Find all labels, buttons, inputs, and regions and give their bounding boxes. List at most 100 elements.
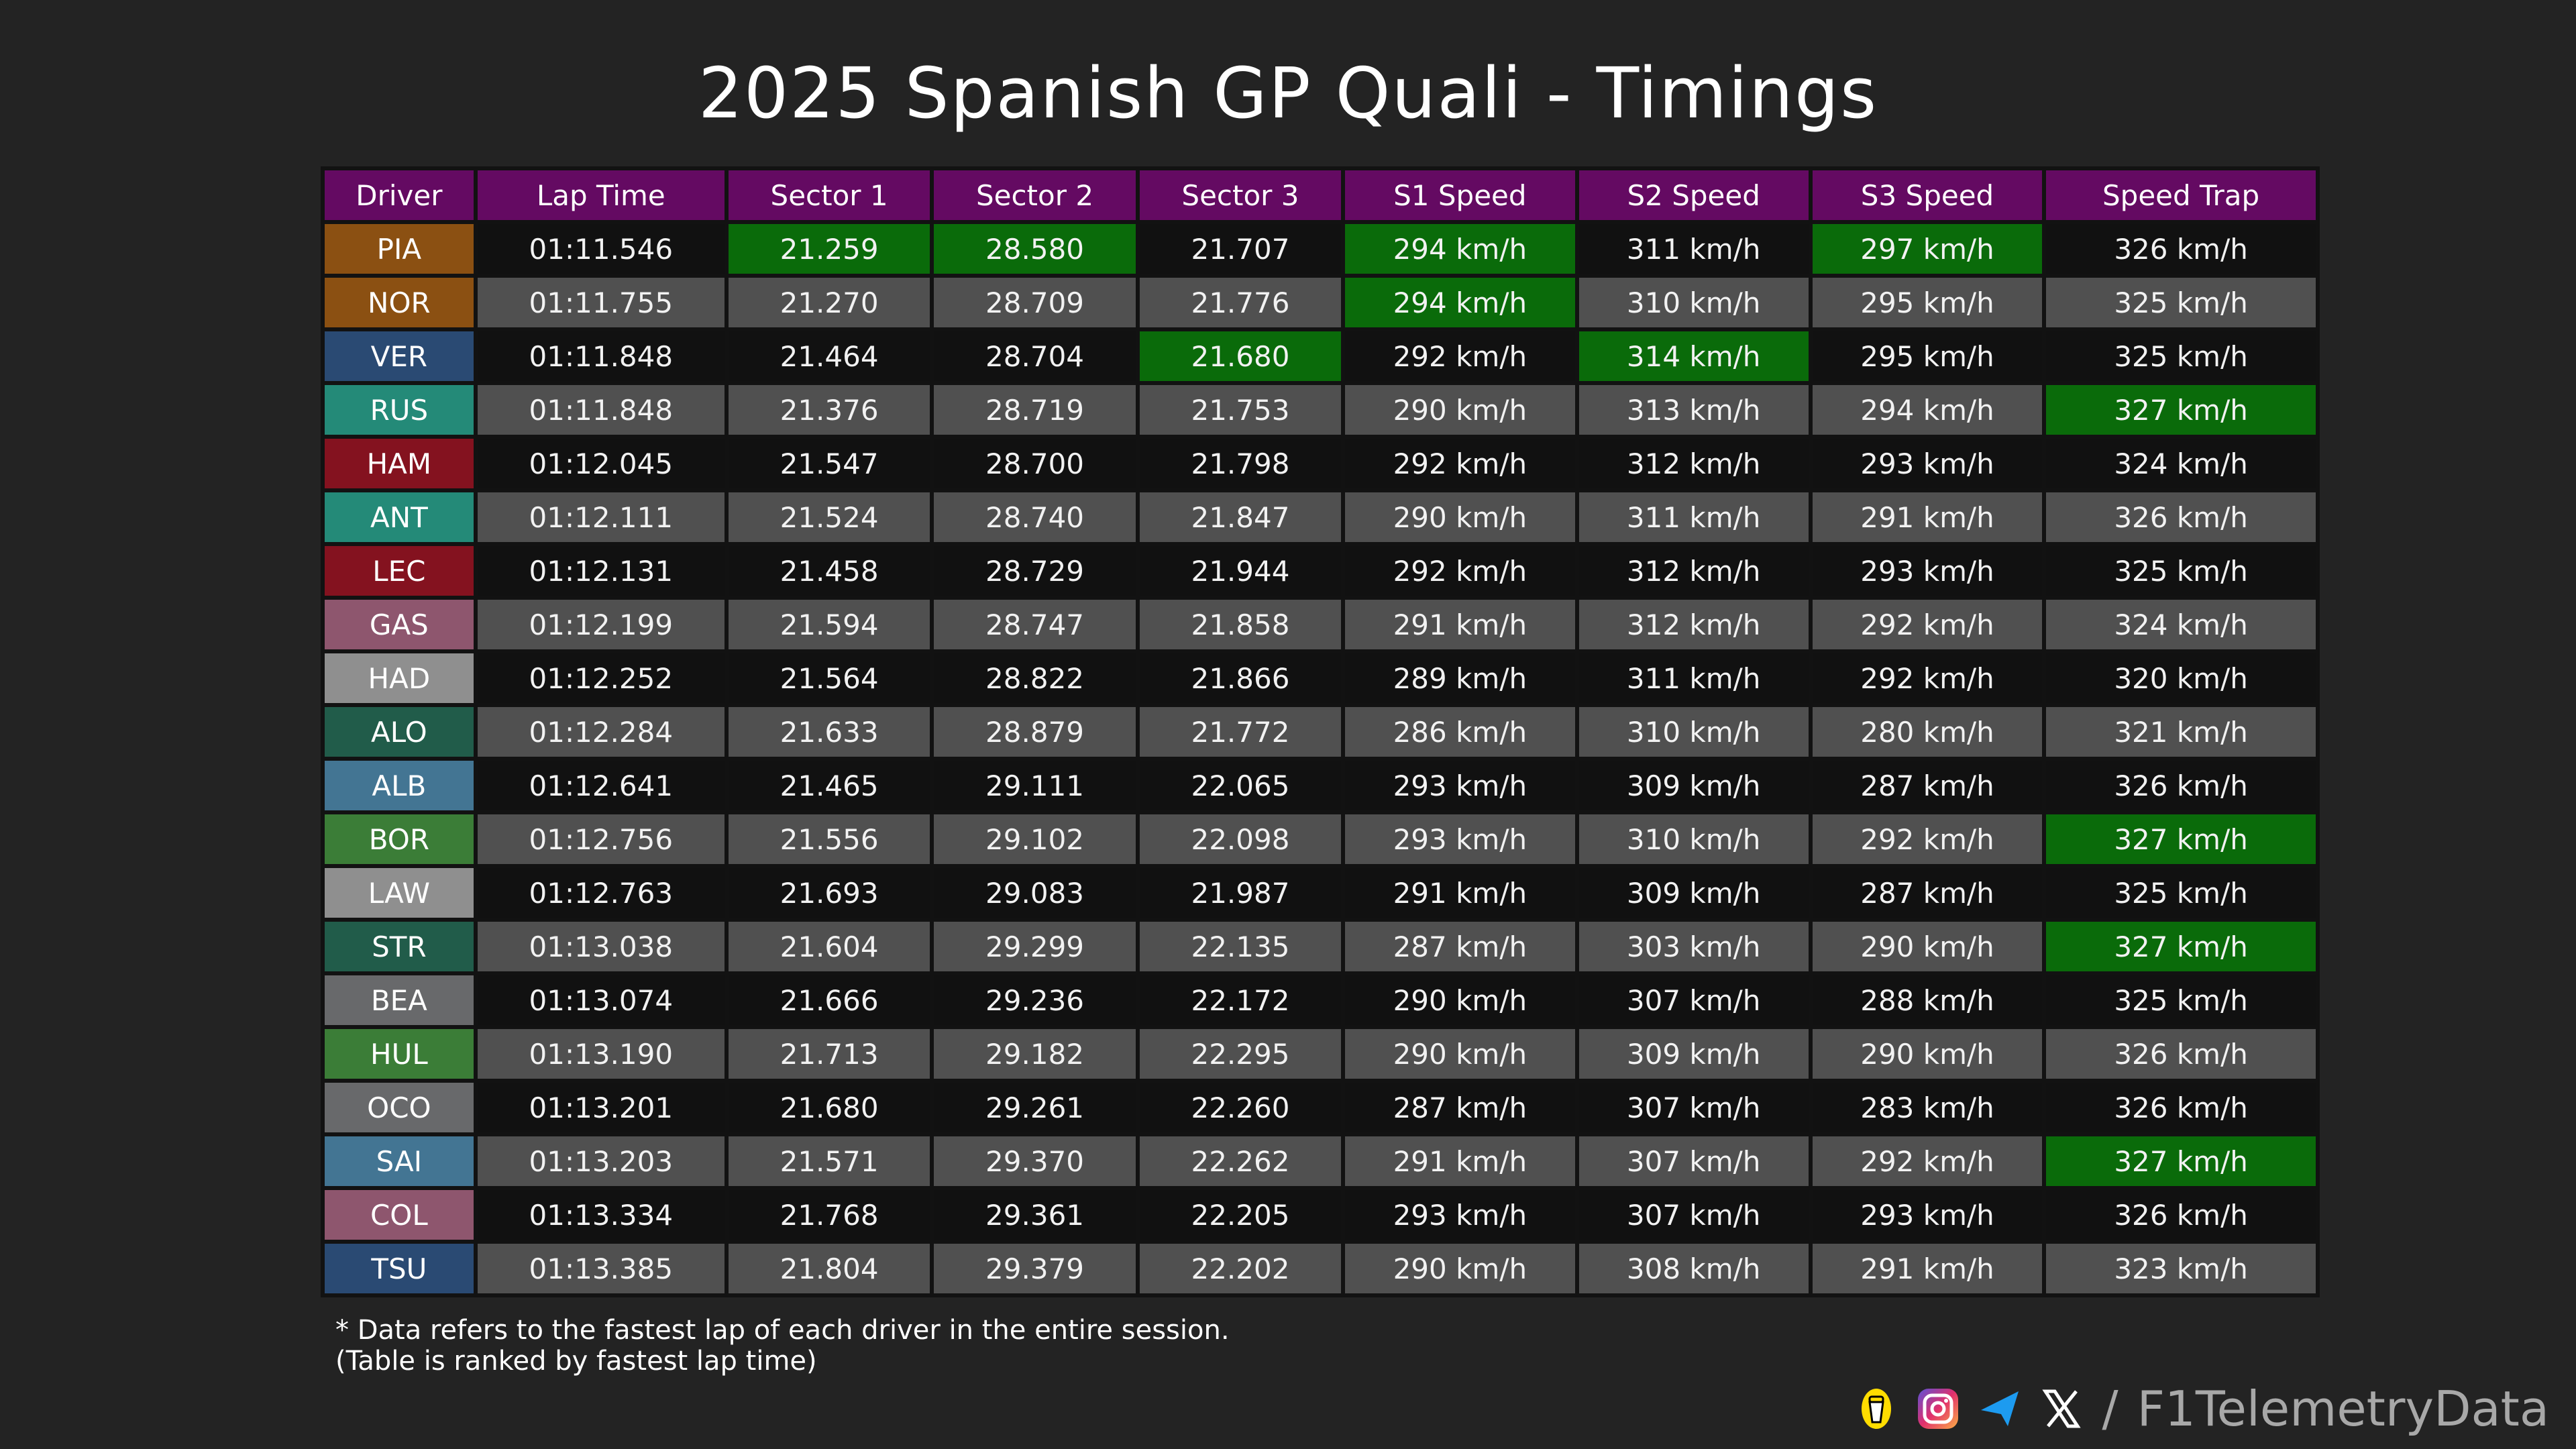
best-value-cell: 327 km/h xyxy=(2046,385,2316,435)
driver-cell: RUS xyxy=(325,385,474,435)
value-cell: 21.693 xyxy=(728,868,930,918)
value-cell: 22.295 xyxy=(1139,1029,1342,1079)
value-cell: 29.379 xyxy=(934,1244,1136,1293)
driver-cell: LAW xyxy=(325,868,474,918)
table-row: HAM 01:12.045 21.547 28.700 21.798 292 km/h 31… xyxy=(325,439,2316,488)
value-cell: 28.704 xyxy=(934,331,1136,381)
value-cell: 28.700 xyxy=(934,439,1136,488)
driver-cell: ALO xyxy=(325,707,474,757)
value-cell: 21.465 xyxy=(728,761,930,810)
table-row: NOR 01:11.755 21.270 28.709 21.776 294 km/h 31… xyxy=(325,278,2316,327)
table-row: ALB 01:12.641 21.465 29.111 22.065 293 km/h 30… xyxy=(325,761,2316,810)
value-cell: 324 km/h xyxy=(2046,600,2316,649)
driver-cell: GAS xyxy=(325,600,474,649)
driver-cell: LEC xyxy=(325,546,474,596)
x-icon[interactable] xyxy=(2040,1387,2083,1430)
value-cell: 293 km/h xyxy=(1812,439,2043,488)
value-cell: 325 km/h xyxy=(2046,278,2316,327)
value-cell: 21.666 xyxy=(728,975,930,1025)
value-cell: 01:11.848 xyxy=(477,331,724,381)
column-header-s1-speed: S1 Speed xyxy=(1345,170,1575,220)
table-row: BEA 01:13.074 21.666 29.236 22.172 290 km/h 30… xyxy=(325,975,2316,1025)
column-header-driver: Driver xyxy=(325,170,474,220)
driver-cell: BOR xyxy=(325,814,474,864)
column-header-sector-2: Sector 2 xyxy=(934,170,1136,220)
value-cell: 287 km/h xyxy=(1812,868,2043,918)
table-header-row: Driver Lap Time Sector 1 Sector 2 Sector 3 S1… xyxy=(325,170,2316,220)
value-cell: 290 km/h xyxy=(1345,492,1575,542)
best-value-cell: 297 km/h xyxy=(1812,224,2043,274)
driver-cell: SAI xyxy=(325,1136,474,1186)
best-value-cell: 314 km/h xyxy=(1578,331,1809,381)
value-cell: 22.135 xyxy=(1139,922,1342,971)
value-cell: 21.804 xyxy=(728,1244,930,1293)
value-cell: 28.729 xyxy=(934,546,1136,596)
value-cell: 307 km/h xyxy=(1578,1083,1809,1132)
value-cell: 307 km/h xyxy=(1578,1190,1809,1240)
instagram-icon[interactable] xyxy=(1917,1387,1960,1430)
table-row: STR 01:13.038 21.604 29.299 22.135 287 km/h 30… xyxy=(325,922,2316,971)
value-cell: 21.524 xyxy=(728,492,930,542)
buymeacoffee-icon[interactable] xyxy=(1855,1387,1898,1430)
value-cell: 291 km/h xyxy=(1345,1136,1575,1186)
value-cell: 21.376 xyxy=(728,385,930,435)
value-cell: 326 km/h xyxy=(2046,1083,2316,1132)
value-cell: 29.261 xyxy=(934,1083,1136,1132)
value-cell: 21.776 xyxy=(1139,278,1342,327)
value-cell: 29.111 xyxy=(934,761,1136,810)
value-cell: 29.361 xyxy=(934,1190,1136,1240)
value-cell: 21.798 xyxy=(1139,439,1342,488)
driver-cell: HUL xyxy=(325,1029,474,1079)
value-cell: 325 km/h xyxy=(2046,868,2316,918)
value-cell: 28.719 xyxy=(934,385,1136,435)
table-row: HUL 01:13.190 21.713 29.182 22.295 290 km/h 30… xyxy=(325,1029,2316,1079)
value-cell: 309 km/h xyxy=(1578,761,1809,810)
value-cell: 01:13.074 xyxy=(477,975,724,1025)
value-cell: 310 km/h xyxy=(1578,814,1809,864)
best-value-cell: 294 km/h xyxy=(1345,224,1575,274)
social-links: / F1TelemetryData xyxy=(1855,1381,2549,1437)
value-cell: 312 km/h xyxy=(1578,546,1809,596)
table-row: BOR 01:12.756 21.556 29.102 22.098 293 km/h 31… xyxy=(325,814,2316,864)
value-cell: 311 km/h xyxy=(1578,653,1809,703)
value-cell: 324 km/h xyxy=(2046,439,2316,488)
best-value-cell: 327 km/h xyxy=(2046,1136,2316,1186)
value-cell: 292 km/h xyxy=(1812,814,2043,864)
value-cell: 325 km/h xyxy=(2046,331,2316,381)
social-handle[interactable]: F1TelemetryData xyxy=(2137,1381,2549,1437)
value-cell: 01:12.045 xyxy=(477,439,724,488)
table-row: LAW 01:12.763 21.693 29.083 21.987 291 km/h 30… xyxy=(325,868,2316,918)
table-row: OCO 01:13.201 21.680 29.261 22.260 287 km/h 30… xyxy=(325,1083,2316,1132)
driver-cell: NOR xyxy=(325,278,474,327)
value-cell: 28.879 xyxy=(934,707,1136,757)
telegram-icon[interactable] xyxy=(1978,1387,2021,1430)
value-cell: 326 km/h xyxy=(2046,492,2316,542)
table-row: GAS 01:12.199 21.594 28.747 21.858 291 km/h 31… xyxy=(325,600,2316,649)
value-cell: 290 km/h xyxy=(1812,922,2043,971)
value-cell: 01:13.190 xyxy=(477,1029,724,1079)
value-cell: 313 km/h xyxy=(1578,385,1809,435)
value-cell: 292 km/h xyxy=(1812,653,2043,703)
value-cell: 289 km/h xyxy=(1345,653,1575,703)
value-cell: 21.707 xyxy=(1139,224,1342,274)
value-cell: 290 km/h xyxy=(1345,975,1575,1025)
value-cell: 290 km/h xyxy=(1345,1244,1575,1293)
value-cell: 22.262 xyxy=(1139,1136,1342,1186)
value-cell: 21.858 xyxy=(1139,600,1342,649)
value-cell: 01:13.201 xyxy=(477,1083,724,1132)
value-cell: 291 km/h xyxy=(1345,600,1575,649)
value-cell: 293 km/h xyxy=(1345,761,1575,810)
value-cell: 01:13.334 xyxy=(477,1190,724,1240)
value-cell: 21.556 xyxy=(728,814,930,864)
value-cell: 01:11.546 xyxy=(477,224,724,274)
best-value-cell: 327 km/h xyxy=(2046,922,2316,971)
value-cell: 287 km/h xyxy=(1345,922,1575,971)
driver-cell: PIA xyxy=(325,224,474,274)
value-cell: 292 km/h xyxy=(1345,546,1575,596)
value-cell: 01:12.641 xyxy=(477,761,724,810)
driver-cell: STR xyxy=(325,922,474,971)
value-cell: 21.713 xyxy=(728,1029,930,1079)
value-cell: 22.260 xyxy=(1139,1083,1342,1132)
value-cell: 22.098 xyxy=(1139,814,1342,864)
value-cell: 292 km/h xyxy=(1345,331,1575,381)
